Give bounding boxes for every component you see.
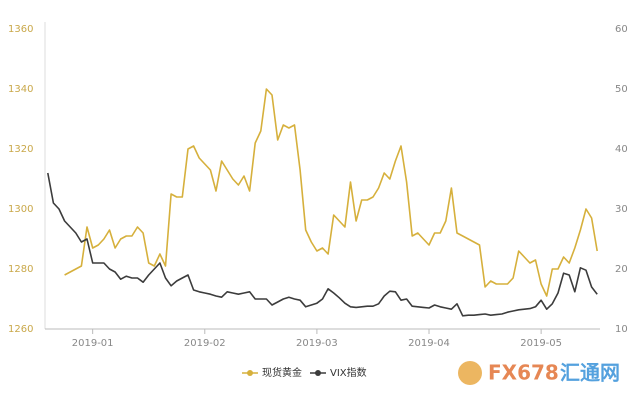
x-tick-label: 2019-01 <box>72 338 114 349</box>
y2-tick-label: 40 <box>615 144 628 155</box>
legend-marker <box>247 370 253 376</box>
watermark-logo <box>458 361 482 385</box>
y2-tick-label: 50 <box>615 84 628 95</box>
watermark-brand: FX678 <box>488 361 559 385</box>
legend-label: 现货黄金 <box>262 366 302 379</box>
y2-tick-label: 30 <box>615 204 628 215</box>
x-tick-label: 2019-04 <box>408 338 450 349</box>
x-tick-label: 2019-02 <box>184 338 226 349</box>
y-tick-label: 1300 <box>8 204 33 215</box>
y-tick-label: 1360 <box>8 24 33 35</box>
y2-tick-label: 20 <box>615 264 628 275</box>
y-tick-label: 1260 <box>8 324 33 335</box>
x-tick-label: 2019-05 <box>520 338 562 349</box>
x-tick-label: 2019-03 <box>296 338 338 349</box>
y-tick-label: 1280 <box>8 264 33 275</box>
series-line <box>47 172 598 317</box>
y2-tick-label: 60 <box>615 24 628 35</box>
legend-label: VIX指数 <box>330 366 367 379</box>
watermark-name: 汇通网 <box>560 361 620 385</box>
legend-marker <box>315 370 321 376</box>
watermark: FX678 汇通网 <box>458 361 620 385</box>
y-tick-label: 1320 <box>8 144 33 155</box>
y-tick-label: 1340 <box>8 84 33 95</box>
y2-tick-label: 10 <box>615 324 628 335</box>
series-line <box>64 88 598 297</box>
